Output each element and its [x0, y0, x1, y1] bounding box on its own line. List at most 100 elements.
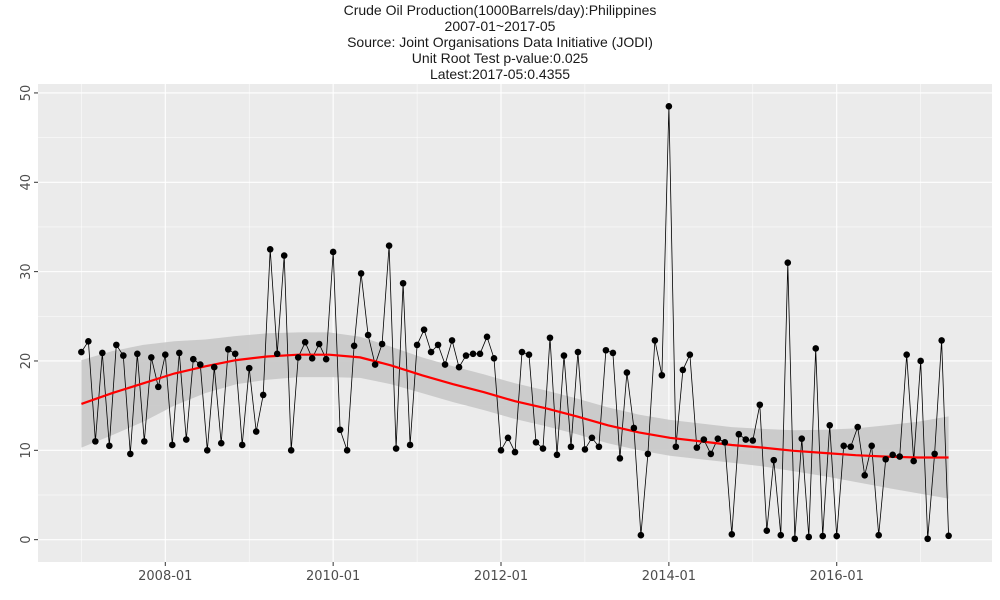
data-point	[441, 361, 449, 368]
y-tick-label: 30	[19, 263, 34, 280]
data-point	[581, 446, 589, 453]
data-point	[861, 472, 869, 479]
data-point	[602, 346, 610, 354]
data-point	[420, 326, 428, 334]
data-point	[546, 334, 554, 342]
data-point	[931, 450, 938, 458]
data-point	[637, 531, 645, 539]
subtitle-date-range: 2007-01~2017-05	[444, 18, 556, 34]
data-point	[721, 438, 729, 446]
data-point	[595, 443, 603, 451]
data-point	[868, 442, 876, 450]
x-tick-label: 2008-01	[138, 569, 192, 584]
data-point	[357, 270, 365, 277]
data-point	[553, 451, 561, 459]
data-point	[427, 348, 435, 356]
data-point	[938, 337, 945, 344]
data-point	[371, 361, 379, 368]
data-point	[847, 443, 855, 451]
data-point	[134, 350, 141, 358]
data-point	[259, 391, 267, 399]
data-point	[406, 441, 414, 449]
data-point	[805, 533, 813, 541]
data-point	[672, 443, 680, 451]
data-point	[910, 457, 917, 465]
data-point	[749, 437, 757, 444]
data-point	[224, 346, 232, 353]
data-point	[777, 531, 785, 539]
data-point	[392, 445, 400, 452]
data-point	[567, 443, 575, 451]
data-point	[826, 422, 834, 429]
data-point	[882, 455, 889, 463]
data-point	[651, 337, 659, 344]
data-point	[399, 279, 407, 287]
y-tick-label: 10	[19, 442, 34, 459]
data-point	[560, 352, 568, 359]
y-tick-label: 20	[19, 353, 34, 370]
data-point	[763, 527, 771, 535]
data-point	[189, 355, 197, 363]
data-point	[945, 532, 952, 540]
data-point	[413, 341, 421, 349]
data-point	[238, 441, 246, 449]
y-tick-label: 40	[19, 174, 34, 191]
data-point	[623, 369, 631, 376]
data-point	[148, 354, 155, 361]
data-point	[616, 455, 624, 462]
x-tick-label: 2016-01	[810, 569, 864, 584]
data-point	[511, 448, 519, 456]
data-point	[168, 441, 176, 449]
data-point	[784, 259, 792, 266]
data-point	[658, 371, 666, 379]
data-point	[252, 428, 260, 435]
data-point	[141, 438, 148, 445]
data-point	[308, 354, 316, 362]
data-point	[854, 423, 862, 431]
data-point	[301, 338, 309, 346]
y-tick-label: 0	[19, 536, 34, 544]
data-point	[686, 351, 694, 359]
data-point	[609, 349, 617, 357]
data-point	[455, 363, 463, 371]
data-point	[350, 342, 358, 350]
data-point	[812, 345, 820, 352]
data-point	[99, 349, 106, 357]
data-point	[196, 361, 204, 368]
data-point	[833, 532, 841, 540]
data-point	[329, 248, 337, 256]
data-point	[287, 447, 295, 454]
data-point	[924, 535, 931, 543]
data-point	[364, 331, 372, 339]
data-point	[336, 426, 344, 434]
data-point	[434, 341, 442, 349]
data-point	[120, 352, 127, 359]
data-point	[630, 424, 638, 432]
data-point	[574, 348, 582, 356]
data-point	[707, 450, 715, 458]
confidence-band	[81, 332, 949, 499]
data-point	[735, 430, 743, 438]
data-point	[322, 355, 330, 363]
data-point	[714, 435, 722, 443]
data-point	[700, 436, 708, 443]
data-point	[917, 357, 924, 365]
data-point	[294, 354, 302, 361]
data-point	[497, 447, 505, 454]
data-point	[92, 438, 99, 445]
data-point	[182, 436, 190, 443]
data-point	[875, 531, 882, 539]
data-point	[728, 531, 736, 538]
data-point	[518, 348, 526, 356]
trend-line	[81, 353, 949, 459]
data-point	[154, 383, 162, 391]
data-point	[791, 535, 799, 543]
data-point	[231, 350, 239, 358]
data-point	[127, 450, 134, 458]
data-point	[175, 349, 183, 357]
data-point	[315, 340, 323, 348]
data-point	[210, 363, 218, 371]
data-point	[693, 444, 701, 451]
